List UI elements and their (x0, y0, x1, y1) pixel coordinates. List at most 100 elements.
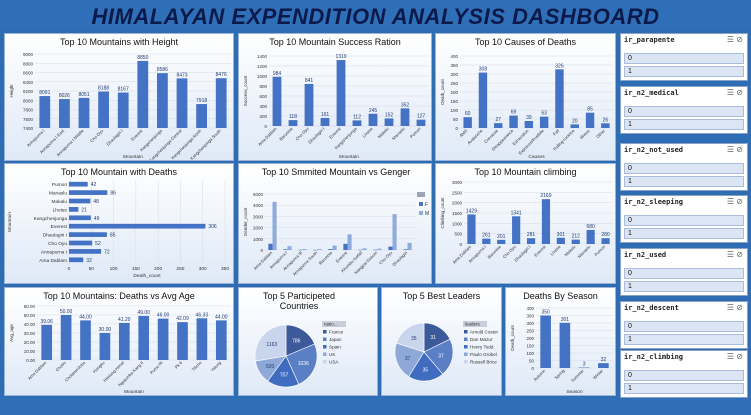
bar (497, 239, 506, 244)
data-label: 308 (479, 67, 488, 73)
y-tick-label: 350 (526, 314, 534, 319)
slicer-item[interactable]: 1 (624, 176, 744, 187)
y-tick-label: Makalu (52, 199, 68, 205)
y-tick-label: Ama Dablam (39, 258, 67, 264)
slicer-item[interactable]: 0 (624, 215, 744, 226)
slicer-item[interactable]: 0 (624, 53, 744, 64)
y-tick-label: 60.00 (24, 304, 36, 309)
panel-age[interactable]: Top 10 Mountains: Deaths vs Avg Age 60.0… (4, 287, 234, 396)
filter-clear-icon[interactable]: ☰ ⊘ (726, 303, 743, 312)
y-tick-label: 8200 (23, 89, 34, 94)
bar (99, 333, 111, 360)
x-tick-label: Everest (328, 126, 342, 140)
bar (39, 96, 51, 128)
bar (392, 214, 397, 250)
legend-label: Japan (329, 337, 342, 342)
slicer-n2-used[interactable]: ir_n2_used ☰ ⊘ 0 1 (620, 248, 748, 296)
y-tick-label: 10.00 (24, 349, 36, 354)
filter-clear-icon[interactable]: ☰ ⊘ (726, 352, 743, 361)
data-label: 44.00 (215, 314, 228, 320)
chart-title: Top 10 Mountain Success Ration (269, 37, 401, 47)
data-label: 50.00 (60, 309, 73, 315)
x-tick-label: Cholatse/Jobo (64, 360, 87, 383)
slicer-item[interactable]: 1 (624, 66, 744, 77)
climbing-chart: 3000 2500 2000 1500 1000 500 0 Climbing_count 14… (440, 180, 613, 265)
filter-clear-icon[interactable]: ☰ ⊘ (726, 250, 743, 259)
y-tick-label: 3000 (253, 214, 264, 219)
panel-success[interactable]: Top 10 Mountain Success Ration 1400 1200 1… (238, 33, 432, 161)
x-tick-label: Dhaulagiri I (307, 126, 326, 145)
panel-season[interactable]: Deaths By Season 400 350 300 250 200 150 100 50… (505, 287, 616, 396)
slicer-n2-descent[interactable]: ir_n2_descent ☰ ⊘ 0 1 (620, 301, 748, 349)
slicer-n2-sleeping[interactable]: ir_n2_sleeping ☰ ⊘ 0 1 (620, 195, 748, 243)
data-label: 261 (482, 233, 491, 239)
y-tick-label: 100 (450, 108, 458, 113)
legend-swatch (323, 360, 327, 364)
y-tick-label: 0 (264, 124, 267, 129)
data-label: 8026 (59, 93, 70, 99)
bar (137, 60, 149, 128)
y-tick-label: 5000 (253, 192, 264, 197)
y-tick-label: 4000 (253, 203, 264, 208)
panel-leaders[interactable]: Top 5 Best Leaders 31 37 35 37 35 leaders Arno… (381, 287, 502, 396)
filter-clear-icon[interactable]: ☰ ⊘ (726, 88, 743, 97)
bar (80, 320, 91, 360)
slicer-item[interactable]: 0 (624, 268, 744, 279)
bar (555, 69, 564, 128)
legend-swatch (323, 337, 327, 341)
data-label: 152 (385, 112, 394, 118)
data-label: 1163 (266, 342, 277, 348)
slicer-item[interactable]: 0 (624, 106, 744, 117)
filter-clear-icon[interactable]: ☰ ⊘ (726, 35, 743, 44)
slicer-item[interactable]: 1 (624, 281, 744, 292)
slicer-n2-climbing[interactable]: ir_n2_climbing ☰ ⊘ 0 1 (620, 350, 748, 398)
slicer-parapente[interactable]: ir_parapente ☰ ⊘ 0 1 (620, 33, 748, 81)
chart-title: Top 5 Best Leaders (402, 291, 481, 301)
slicer-item[interactable]: 0 (624, 163, 744, 174)
y-tick-label: 250 (450, 81, 458, 86)
data-label: 37 (405, 356, 411, 362)
data-label: 8473 (176, 72, 187, 78)
slicer-n2-medical[interactable]: ir_n2_medical ☰ ⊘ 0 1 (620, 86, 748, 134)
panel-gender[interactable]: Top 10 Smmited Mountain vs Genger 5000 40… (238, 163, 432, 284)
slicer-header: ir_n2_not_used (624, 146, 684, 154)
slicer-item[interactable]: 1 (624, 334, 744, 345)
panel-climbing[interactable]: Top 10 Mountain climbing 3000 2500 2000 150… (435, 163, 616, 284)
y-axis-label: Death_count (440, 78, 445, 104)
panel-height[interactable]: Top 10 Mountains with Height 9000 8800 860… (4, 33, 234, 161)
x-axis-label: Mountain (339, 154, 359, 160)
panel-countries[interactable]: Top 5 Participeted Countries 786 1036 707 5… (238, 287, 378, 396)
panel-deaths[interactable]: Top 10 Mountain with Deaths 0 50 100 150 200… (4, 163, 234, 284)
y-tick-label: 1400 (257, 54, 268, 59)
data-label: 52 (95, 241, 101, 247)
data-label: 8091 (39, 90, 50, 96)
y-axis-label: Mountain (7, 212, 13, 232)
slicer-item[interactable]: 1 (624, 228, 744, 239)
x-tick-label: Cho Oyu (294, 126, 310, 142)
slicer-item[interactable]: 1 (624, 383, 744, 394)
bar (539, 116, 549, 128)
data-label: 127 (417, 114, 426, 120)
y-tick-label: 20.00 (24, 340, 36, 345)
x-tick-label: Tilicho (191, 360, 203, 372)
x-tick-label: Lhotse (549, 244, 562, 257)
slicer-n2-not-used[interactable]: ir_n2_not_used ☰ ⊘ 0 1 (620, 143, 748, 191)
slicer-item[interactable]: 0 (624, 321, 744, 332)
slicer-item[interactable]: 0 (624, 370, 744, 381)
x-tick-label: Hongku (92, 360, 106, 374)
bottom-strip (0, 398, 751, 415)
panel-causes[interactable]: Top 10 Causes of Deaths 400 350 300 250 200 1… (435, 33, 616, 161)
filter-clear-icon[interactable]: ☰ ⊘ (726, 197, 743, 206)
filter-clear-icon[interactable]: ☰ ⊘ (726, 145, 743, 154)
bar (571, 239, 580, 244)
legend-label: USA (329, 360, 339, 365)
y-tick-label: Lhotse (53, 207, 68, 213)
y-tick-label: 300 (526, 321, 534, 326)
data-label: 1036 (298, 361, 309, 367)
bar (509, 115, 518, 128)
slicer-item[interactable]: 1 (624, 119, 744, 130)
y-tick-label: 0 (459, 242, 462, 247)
x-tick-label: Pumo Ri (149, 360, 164, 375)
x-tick-label: 150 (132, 266, 140, 272)
x-tick-label: Ama Dablam (257, 126, 278, 147)
